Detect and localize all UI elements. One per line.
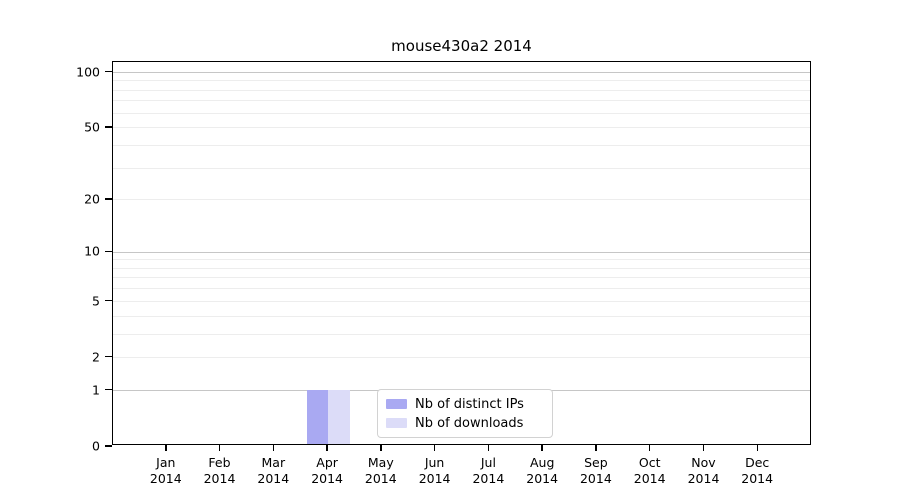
x-axis-tick <box>165 445 167 451</box>
y-axis-tick <box>105 388 112 391</box>
gridline-minor <box>113 112 810 114</box>
gridline-minor <box>113 89 810 91</box>
legend-item-downloads: Nb of downloads <box>386 416 552 431</box>
chart-title: mouse430a2 2014 <box>391 37 532 55</box>
gridline-minor <box>113 267 810 269</box>
x-axis-tick <box>648 445 651 451</box>
gridline-minor <box>113 277 810 279</box>
y-axis-tick <box>105 299 112 302</box>
gridline-minor <box>113 199 810 201</box>
x-axis-tick <box>702 445 705 451</box>
x-axis-tick-label: Aug 2014 <box>526 455 559 486</box>
legend-item-distinct-ips: Nb of distinct IPs <box>386 397 552 412</box>
legend-label-distinct-ips: Nb of distinct IPs <box>415 396 524 412</box>
y-axis-tick <box>105 355 112 358</box>
gridline-minor <box>113 288 810 290</box>
x-axis-tick <box>272 445 275 451</box>
x-axis-tick <box>433 445 436 451</box>
plot-area <box>112 61 811 445</box>
x-axis-tick-label: Oct 2014 <box>633 455 666 486</box>
x-axis-tick <box>380 445 382 451</box>
y-axis-tick-label: 5 <box>92 293 100 308</box>
x-axis-tick <box>595 445 597 451</box>
x-axis-tick-label: Mar 2014 <box>257 455 290 486</box>
gridline-minor <box>113 356 810 358</box>
gridline-minor <box>113 315 810 317</box>
y-axis-tick-label: 0 <box>92 438 100 454</box>
y-axis-tick-label: 10 <box>84 243 100 259</box>
x-axis-tick <box>541 445 543 451</box>
x-axis-tick-label: Nov 2014 <box>687 455 720 486</box>
y-axis-tick-label: 1 <box>92 382 100 398</box>
legend-swatch-distinct-ips <box>386 398 407 410</box>
legend-label-downloads: Nb of downloads <box>415 415 524 431</box>
x-axis-tick-label: Sep 2014 <box>579 455 612 486</box>
y-axis-tick <box>105 445 112 447</box>
gridline-minor <box>113 80 810 82</box>
gridline-minor <box>113 100 810 102</box>
x-axis-tick <box>756 445 758 451</box>
x-axis-tick <box>487 445 490 451</box>
y-axis-tick-label: 50 <box>84 119 100 135</box>
x-axis-tick-label: Feb 2014 <box>203 455 236 486</box>
y-axis-tick-label: 20 <box>84 191 100 207</box>
bar-nb-of-distinct-ips <box>306 389 329 445</box>
y-axis-tick <box>105 70 112 73</box>
gridline-minor <box>113 144 810 146</box>
y-axis-tick <box>105 126 112 128</box>
gridline-minor <box>113 127 810 129</box>
gridline-minor <box>113 259 810 261</box>
gridline-major <box>113 251 810 253</box>
y-axis-tick <box>105 250 112 253</box>
x-axis-tick-label: Jul 2014 <box>472 455 505 486</box>
x-axis-tick-label: Dec 2014 <box>741 455 774 486</box>
y-axis-tick <box>105 198 112 200</box>
gridline-major <box>113 71 810 73</box>
x-axis-tick-label: May 2014 <box>364 455 397 486</box>
x-axis-tick <box>218 445 221 451</box>
x-axis-tick-label: Jan 2014 <box>149 455 182 486</box>
y-axis-tick-label: 2 <box>92 349 100 365</box>
gridline-minor <box>113 333 810 335</box>
x-axis-tick <box>326 445 328 451</box>
y-axis-tick-label: 100 <box>76 64 100 80</box>
gridline-minor <box>113 300 810 302</box>
gridline-minor <box>113 167 810 169</box>
bar-nb-of-downloads <box>328 389 350 445</box>
legend-swatch-downloads <box>386 417 407 429</box>
x-axis-tick-label: Apr 2014 <box>311 455 343 486</box>
x-axis-tick-label: Jun 2014 <box>418 455 451 486</box>
legend: Nb of distinct IPs Nb of downloads <box>377 389 553 438</box>
